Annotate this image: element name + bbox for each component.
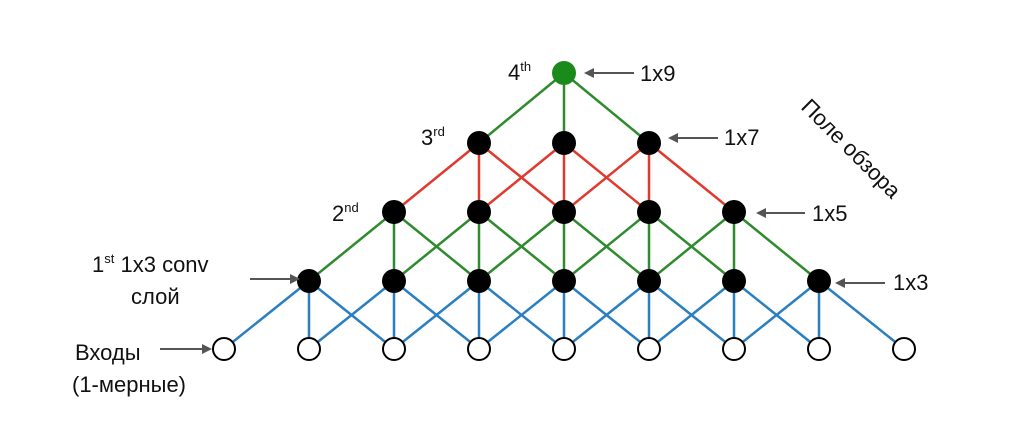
node-l1-6	[807, 269, 831, 293]
node-inputs-4	[552, 337, 576, 361]
node-l2-1	[467, 200, 491, 224]
rf-l2-label: 1x5	[812, 201, 847, 226]
node-inputs-6	[722, 337, 746, 361]
edge-l1-l2	[393, 211, 480, 282]
node-inputs-2	[382, 337, 406, 361]
edge-l2-l3	[478, 142, 565, 213]
rf-l1-label: 1x3	[893, 270, 928, 295]
edge-l2-l3	[648, 142, 735, 213]
node-l2-4	[722, 200, 746, 224]
receptive-field-title: Поле обзора	[796, 94, 906, 204]
node-l1-2	[467, 269, 491, 293]
layer4-label: 4th	[508, 59, 531, 85]
node-inputs-0	[212, 337, 236, 361]
rf-l3-arrow-icon	[668, 133, 718, 143]
rf-l3-label: 1x7	[724, 125, 759, 150]
edge-l1-l2	[733, 211, 820, 282]
edge-inputs-l1	[563, 280, 650, 350]
node-l1-4	[637, 269, 661, 293]
edge-inputs-l1	[818, 280, 905, 350]
edge-inputs-l1	[223, 280, 310, 350]
layer3-label: 3rd	[421, 124, 445, 150]
node-l1-5	[722, 269, 746, 293]
node-l4-0	[552, 61, 576, 85]
rf-l1-arrow-icon	[835, 278, 885, 288]
rf-l4-label: 1x9	[640, 61, 675, 86]
edge-l3-l4	[478, 72, 565, 144]
rf-l4-arrow-icon	[584, 68, 634, 78]
layer1-arrow-icon	[250, 274, 300, 284]
inputs-arrow-icon	[160, 344, 212, 354]
edge-l3-l4	[563, 72, 650, 144]
edge-l2-l3	[393, 142, 480, 213]
edge-l1-l2	[308, 211, 395, 282]
edge-inputs-l1	[308, 280, 395, 350]
node-inputs-8	[892, 337, 916, 361]
node-l3-0	[467, 131, 491, 155]
layer1-label: 1st 1x3 conv	[92, 251, 209, 277]
node-l2-3	[637, 200, 661, 224]
rf-l2-arrow-icon	[756, 208, 805, 218]
nodes-group	[212, 61, 916, 361]
node-inputs-7	[807, 337, 831, 361]
edge-inputs-l1	[733, 280, 820, 350]
edge-l1-l2	[478, 211, 565, 282]
layer2-label: 2nd	[332, 200, 359, 226]
edge-l2-l3	[563, 142, 650, 213]
node-l3-2	[637, 131, 661, 155]
edge-l1-l2	[563, 211, 650, 282]
inputs-sublabel: (1-мерные)	[72, 372, 186, 397]
inputs-label: Входы	[75, 340, 141, 365]
layer1-sublabel: слой	[131, 284, 180, 309]
edge-inputs-l1	[478, 280, 565, 350]
node-inputs-1	[297, 337, 321, 361]
node-inputs-3	[467, 337, 491, 361]
edge-inputs-l1	[648, 280, 735, 350]
node-l2-0	[382, 200, 406, 224]
node-inputs-5	[637, 337, 661, 361]
node-l1-1	[382, 269, 406, 293]
node-l1-0	[297, 269, 321, 293]
edge-l1-l2	[648, 211, 735, 282]
node-l3-1	[552, 131, 576, 155]
edge-inputs-l1	[393, 280, 480, 350]
node-l2-2	[552, 200, 576, 224]
node-l1-3	[552, 269, 576, 293]
